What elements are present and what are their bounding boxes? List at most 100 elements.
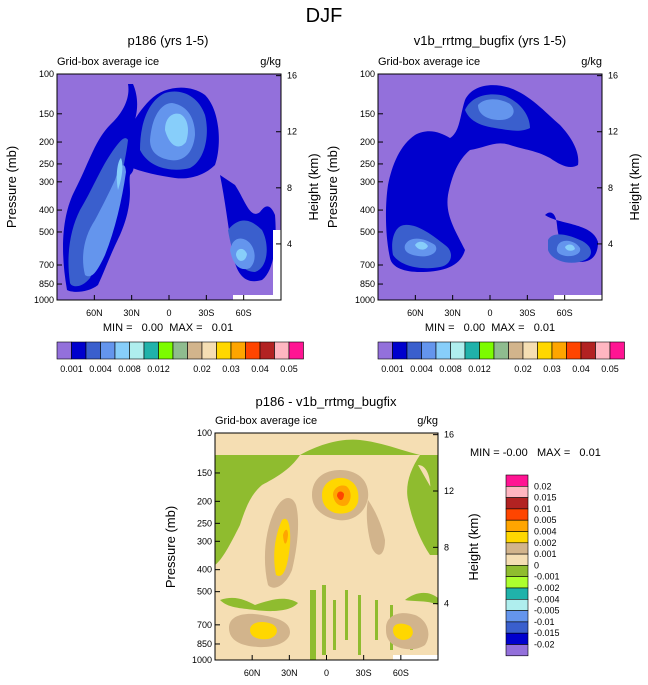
colorbar-label: 0.002 [534, 538, 557, 548]
panel1-stats: MIN = 0.00 MAX = 0.01 [103, 322, 233, 334]
colorbar-swatch [505, 644, 529, 657]
colorbar-label: 0.004 [410, 364, 433, 374]
panel1-contour-0001 [63, 84, 276, 292]
colorbar-label: 0.02 [514, 364, 532, 374]
colorbar-label: -0.005 [534, 606, 560, 616]
panel-difference: p186 - v1b_rrtmg_bugfix Grid-box average… [163, 394, 601, 678]
y2-tick-label: 12 [287, 127, 297, 137]
colorbar-swatch [505, 519, 529, 532]
y2-tick-label: 8 [608, 183, 613, 193]
colorbar-swatch [71, 341, 87, 360]
colorbar-swatch [508, 341, 524, 360]
x-tick-label: 60N [244, 668, 261, 678]
colorbar-swatch [230, 341, 246, 360]
panel2-title: v1b_rrtmg_bugfix (yrs 1-5) [414, 33, 566, 48]
colorbar-swatch [505, 485, 529, 498]
x-tick-label: 60N [407, 308, 424, 318]
y-tick-label: 400 [39, 205, 54, 215]
y-tick-label: 300 [360, 177, 375, 187]
panel3-left-label: Grid-box average ice [215, 415, 317, 427]
colorbar-swatch [274, 341, 290, 360]
panel3-x-axis: 60N 30N 0 30S 60S [244, 655, 409, 678]
colorbar-panel2: 0.001 0.004 0.008 0.012 0.02 0.03 0.04 0.05 [377, 341, 625, 374]
x-tick-label: 30S [198, 308, 214, 318]
panel-p186: p186 (yrs 1-5) Grid-box average ice g/kg… [4, 33, 321, 334]
y2-tick-label: 4 [608, 239, 613, 249]
y-tick-label: 400 [360, 205, 375, 215]
colorbar-label: 0.012 [147, 364, 170, 374]
y-tick-label: 1000 [355, 295, 375, 305]
y-tick-label: 400 [197, 565, 212, 575]
colorbar-label: -0.001 [534, 572, 560, 582]
y-tick-label: 150 [39, 109, 54, 119]
x-tick-label: 30N [281, 668, 298, 678]
colorbar-swatch [435, 341, 451, 360]
colorbar-swatch [505, 576, 529, 589]
colorbar-label: 0.005 [534, 515, 557, 525]
colorbar-swatch [129, 341, 145, 360]
colorbar-swatch [158, 341, 174, 360]
colorbar-swatch [580, 341, 596, 360]
y-tick-label: 150 [197, 468, 212, 478]
panel3-green-upper-mid [300, 439, 420, 455]
y-tick-label: 100 [197, 428, 212, 438]
y2-tick-label: 8 [287, 183, 292, 193]
y-tick-label: 250 [197, 518, 212, 528]
colorbar-swatch [450, 341, 466, 360]
colorbar-swatch [551, 341, 567, 360]
colorbar-label: -0.02 [534, 640, 555, 650]
y-tick-label: 500 [39, 227, 54, 237]
y-tick-label: 1000 [192, 655, 212, 665]
y-tick-label: 300 [39, 177, 54, 187]
colorbar-panel1: 0.001 0.004 0.008 0.012 0.02 0.03 0.04 0.05 [56, 341, 304, 374]
y-tick-label: 250 [39, 159, 54, 169]
colorbar-swatch [493, 341, 509, 360]
y-tick-label: 200 [39, 137, 54, 147]
y2-tick-label: 8 [444, 542, 449, 552]
y2-tick-label: 4 [444, 599, 449, 609]
colorbar-swatch [464, 341, 480, 360]
panel2-y2label: Height (km) [627, 153, 642, 220]
colorbar-swatch [479, 341, 495, 360]
panel3-y2-axis: 16 12 8 4 [433, 430, 454, 609]
colorbar-swatch [566, 341, 582, 360]
colorbar-swatch [114, 341, 130, 360]
colorbar-swatch [609, 341, 625, 360]
colorbar-swatch [505, 553, 529, 566]
y-tick-label: 700 [197, 620, 212, 630]
y-tick-label: 700 [39, 260, 54, 270]
colorbar-swatch [245, 341, 261, 360]
panel1-y2label: Height (km) [306, 153, 321, 220]
panel3-red-trop [337, 491, 344, 501]
panel3-orange-trop [283, 485, 351, 544]
colorbar-swatch [377, 341, 393, 360]
y2-tick-label: 16 [608, 71, 618, 81]
x-tick-label: 30N [444, 308, 461, 318]
panel2-units: g/kg [581, 56, 602, 68]
panel3-tan-ring-low [229, 613, 429, 650]
x-tick-label: 30S [519, 308, 535, 318]
colorbar-label: 0.008 [118, 364, 141, 374]
colorbar-swatch [56, 341, 72, 360]
panel2-stats: MIN = 0.00 MAX = 0.01 [425, 322, 555, 334]
x-tick-label: 0 [166, 308, 171, 318]
panel3-ylabel: Pressure (mb) [163, 506, 178, 588]
colorbar-label: -0.015 [534, 628, 560, 638]
panel1-plot [56, 73, 282, 301]
panel3-plot [214, 432, 439, 661]
y-tick-label: 700 [360, 260, 375, 270]
colorbar-label: 0.04 [572, 364, 590, 374]
panel3-green-band [215, 433, 438, 565]
colorbar-swatch [100, 341, 116, 360]
colorbar-swatch [505, 632, 529, 645]
colorbar-swatch [505, 621, 529, 634]
x-tick-label: 0 [324, 668, 329, 678]
panel2-x-axis: 60N 30N 0 30S 60S [407, 295, 573, 318]
colorbar-label: 0.05 [601, 364, 619, 374]
colorbar-label: 0.004 [534, 527, 557, 537]
panel2-contour-0001 [385, 85, 598, 272]
colorbar-swatch [143, 341, 159, 360]
colorbar-label: -0.004 [534, 594, 560, 604]
colorbar-label: 0.04 [251, 364, 269, 374]
y2-tick-label: 12 [444, 486, 454, 496]
